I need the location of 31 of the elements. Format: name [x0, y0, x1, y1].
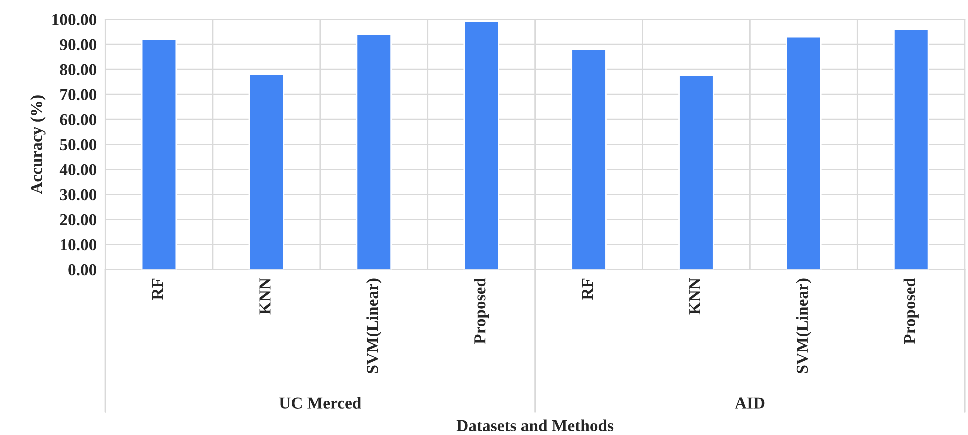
x-axis-title: Datasets and Methods [456, 420, 614, 432]
bar [786, 36, 822, 270]
y-tick-label: 0.00 [68, 264, 97, 276]
x-tick-label: Proposed [904, 278, 919, 344]
x-tick-label: SVM(Linear) [796, 278, 812, 374]
text: UC Merced [280, 397, 362, 409]
bar [464, 21, 500, 270]
x-tick-label: KNN [260, 278, 271, 315]
text: AID [735, 398, 765, 409]
y-tick-label: 20.00 [60, 214, 97, 226]
bar [141, 38, 178, 270]
y-tick-label: 80.00 [60, 64, 97, 76]
y-tick-label: 10.00 [61, 239, 97, 251]
bar [678, 74, 714, 270]
bar [356, 34, 392, 270]
bar [571, 49, 607, 270]
y-tick-label: 60.00 [60, 114, 97, 126]
y-tick-label: 70.00 [60, 89, 97, 101]
y-tick-label: 50.00 [60, 139, 97, 151]
y-tick-label: 30.00 [60, 189, 97, 201]
x-tick-label: KNN [690, 278, 700, 315]
y-axis-title: Accuracy (%) [30, 96, 46, 194]
x-tick-label: RF [582, 278, 594, 300]
x-tick-label: Proposed [474, 278, 490, 344]
x-tick-label: RF [152, 278, 164, 300]
y-tick-label: 40.00 [60, 164, 97, 176]
y-tick-label: 90.00 [60, 39, 97, 51]
y-tick-label: 100.00 [52, 14, 97, 26]
x-tick-label: SVM(Linear) [366, 278, 382, 374]
bar [893, 28, 930, 270]
bar [248, 74, 285, 270]
